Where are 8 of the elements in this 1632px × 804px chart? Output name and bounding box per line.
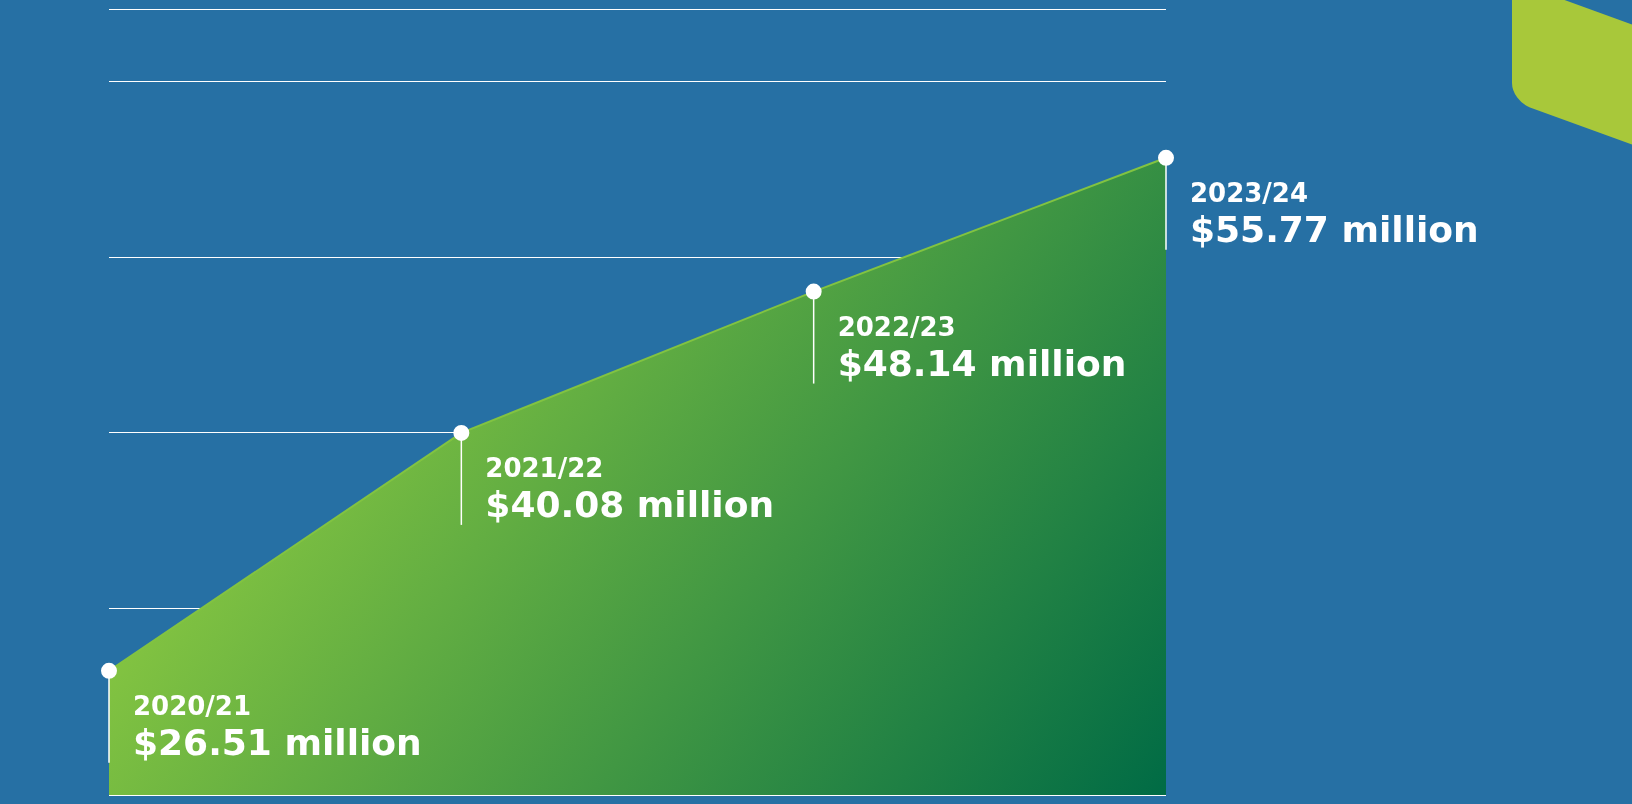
x-tick-label: 2022/23 [837,311,956,342]
x-tick-label: 2023/24 [1190,177,1309,208]
data-label: $40.08 million [485,483,775,525]
data-label: $48.14 million [837,342,1127,384]
x-tick-label: 2021/22 [485,452,604,483]
x-tick-label: 2020/21 [133,690,252,721]
data-label: $26.51 million [133,721,422,763]
data-label: $55.77 million [1190,208,1479,250]
